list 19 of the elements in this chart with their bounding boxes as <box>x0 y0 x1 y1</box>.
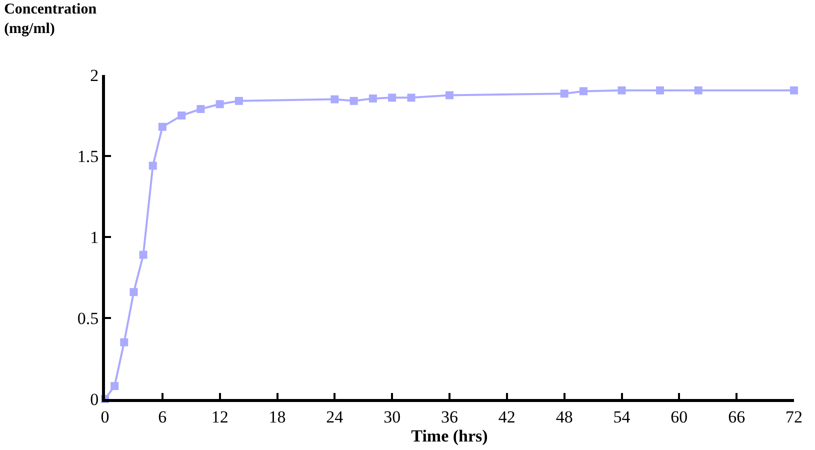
y-tick-label: 0 <box>90 390 99 409</box>
y-tick-label: 0.5 <box>77 308 99 328</box>
x-tick-label: 36 <box>441 407 458 426</box>
x-tick-label: 42 <box>498 407 516 426</box>
x-tick-label: 66 <box>728 407 746 426</box>
x-axis-title: Time (hrs) <box>411 426 488 446</box>
x-tick-label: 54 <box>613 407 631 426</box>
x-tick-label: 30 <box>384 407 401 426</box>
x-tick-label: 72 <box>786 407 802 426</box>
x-tick-label: 12 <box>211 407 228 426</box>
x-tick-label: 18 <box>268 407 286 426</box>
x-tick-label: 48 <box>556 407 573 426</box>
x-tick-label: 6 <box>158 407 167 426</box>
chart-title: Concentration (mg/ml) <box>4 2 98 37</box>
y-tick-label: 1 <box>90 228 99 247</box>
y-tick-label: 2 <box>90 66 99 85</box>
y-tick-label: 1.5 <box>77 146 99 166</box>
x-tick-label: 60 <box>670 407 688 426</box>
x-tick-label: 24 <box>326 407 344 426</box>
